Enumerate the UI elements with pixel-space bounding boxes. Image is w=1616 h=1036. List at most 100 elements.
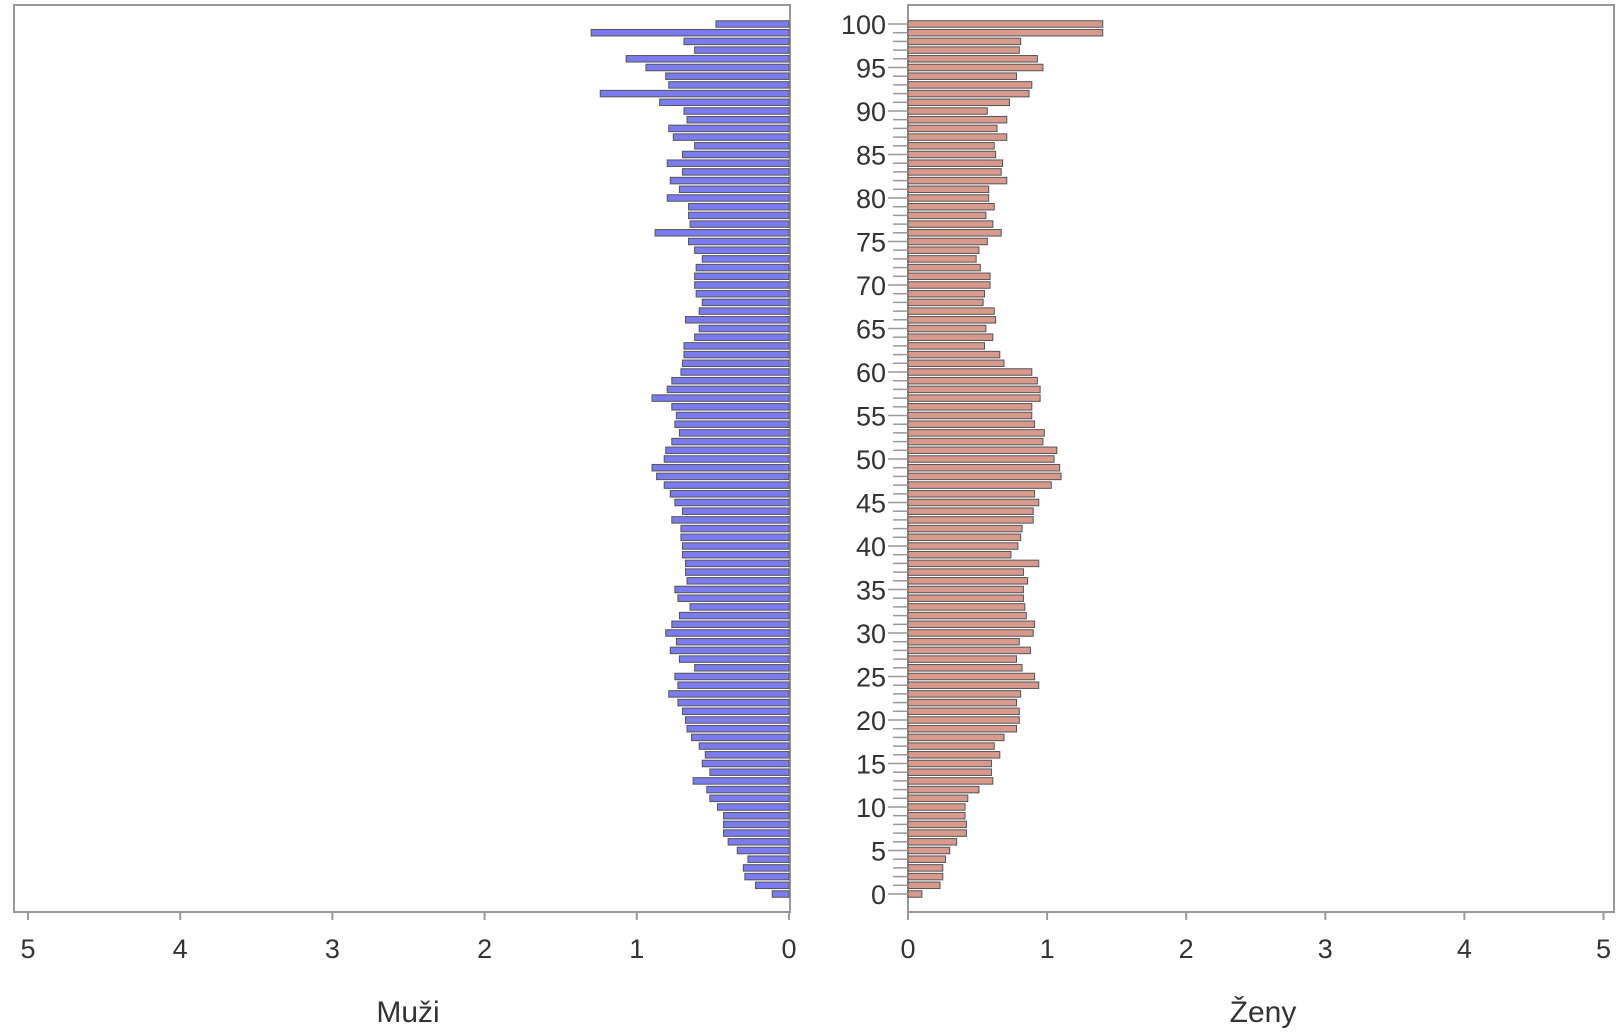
male-bar <box>674 672 790 681</box>
female-bar <box>907 829 967 837</box>
left-x-tick-label: 4 <box>173 934 188 964</box>
age-tick-label: 0 <box>871 880 886 910</box>
female-bar <box>907 498 1040 507</box>
male-bar <box>698 742 790 750</box>
age-tick-label: 50 <box>856 445 886 475</box>
male-bar <box>678 611 790 620</box>
age-tick-label: 55 <box>856 402 886 432</box>
female-bar <box>907 81 1033 89</box>
right-x-tick-label: 1 <box>1040 934 1055 964</box>
male-bar <box>681 707 790 716</box>
right-x-tick-label: 0 <box>900 934 915 964</box>
male-bar <box>659 98 790 107</box>
male-bar <box>681 550 790 559</box>
age-tick-label: 10 <box>856 793 886 823</box>
age-tick-label: 95 <box>856 54 886 84</box>
male-bar <box>694 246 790 254</box>
age-tick-label: 75 <box>856 228 886 258</box>
female-bar <box>907 307 995 315</box>
female-bar <box>907 568 1024 576</box>
male-bar <box>685 716 790 724</box>
male-bar <box>683 342 790 350</box>
age-tick-label: 25 <box>856 663 886 693</box>
left-x-tick-label: 3 <box>325 934 340 964</box>
female-bar <box>907 202 995 211</box>
male-bar <box>677 681 790 689</box>
male-bar <box>691 733 790 742</box>
female-bar <box>907 890 923 898</box>
female-bar <box>907 820 967 829</box>
male-bar <box>736 846 790 855</box>
female-bar <box>907 342 986 350</box>
female-bar <box>907 751 1001 759</box>
male-bar <box>706 785 790 794</box>
male-bar <box>680 524 790 533</box>
male-bar <box>694 46 790 54</box>
male-bar <box>695 263 790 272</box>
male-bar <box>701 759 790 768</box>
female-bar <box>907 768 992 776</box>
age-tick-label: 5 <box>871 837 886 867</box>
female-bar <box>907 89 1030 98</box>
female-bar <box>907 124 998 133</box>
male-bar <box>669 646 790 655</box>
male-bar <box>668 124 790 133</box>
female-bar <box>907 115 1008 124</box>
female-bar <box>907 698 1017 707</box>
female-bar <box>907 629 1034 637</box>
male-bar <box>671 620 790 629</box>
male-bar <box>694 272 790 281</box>
female-bar <box>907 733 1005 742</box>
right-x-tick-label: 2 <box>1179 934 1194 964</box>
male-bar <box>665 629 790 637</box>
female-bar <box>907 881 941 890</box>
male-bar <box>723 820 790 829</box>
male-bar <box>665 446 790 455</box>
female-bar <box>907 229 1002 237</box>
male-bar <box>665 72 790 80</box>
male-bar <box>755 881 790 890</box>
male-bar <box>671 376 790 385</box>
male-bar <box>671 403 790 411</box>
left-x-tick-label: 0 <box>781 934 796 964</box>
female-bar <box>907 603 1026 611</box>
age-tick-label: 45 <box>856 489 886 519</box>
age-tick-label: 80 <box>856 184 886 214</box>
male-bar <box>651 463 790 472</box>
male-bar <box>723 811 790 820</box>
male-bar <box>771 890 790 898</box>
female-bar <box>907 220 994 228</box>
female-bar <box>907 324 987 333</box>
female-bar <box>907 655 1017 663</box>
male-bar <box>666 385 790 394</box>
age-tick-label: 70 <box>856 271 886 301</box>
female-bar <box>907 20 1104 28</box>
female-bar <box>907 437 1044 446</box>
male-bar <box>715 20 790 28</box>
female-bar <box>907 429 1045 437</box>
age-tick-label: 85 <box>856 141 886 171</box>
male-bar <box>704 751 790 759</box>
female-bar <box>907 185 990 194</box>
female-bar <box>907 872 944 881</box>
female-bar <box>907 37 1022 46</box>
male-bar <box>694 664 790 672</box>
male-bar <box>716 803 790 811</box>
female-bar <box>907 803 966 811</box>
male-bar <box>678 655 790 663</box>
female-bar <box>907 811 966 820</box>
female-bar <box>907 211 987 220</box>
male-bar <box>674 420 790 428</box>
male-bar <box>689 220 790 228</box>
age-tick-label: 90 <box>856 97 886 127</box>
female-bar <box>907 637 1020 646</box>
male-bar <box>674 498 790 507</box>
age-tick-label: 40 <box>856 532 886 562</box>
female-bar <box>907 611 1027 620</box>
female-bar <box>907 368 1033 376</box>
female-bar <box>907 237 988 246</box>
male-bar <box>680 533 790 542</box>
male-bar <box>674 585 790 594</box>
female-bar <box>907 490 1036 498</box>
male-bar <box>694 281 790 289</box>
